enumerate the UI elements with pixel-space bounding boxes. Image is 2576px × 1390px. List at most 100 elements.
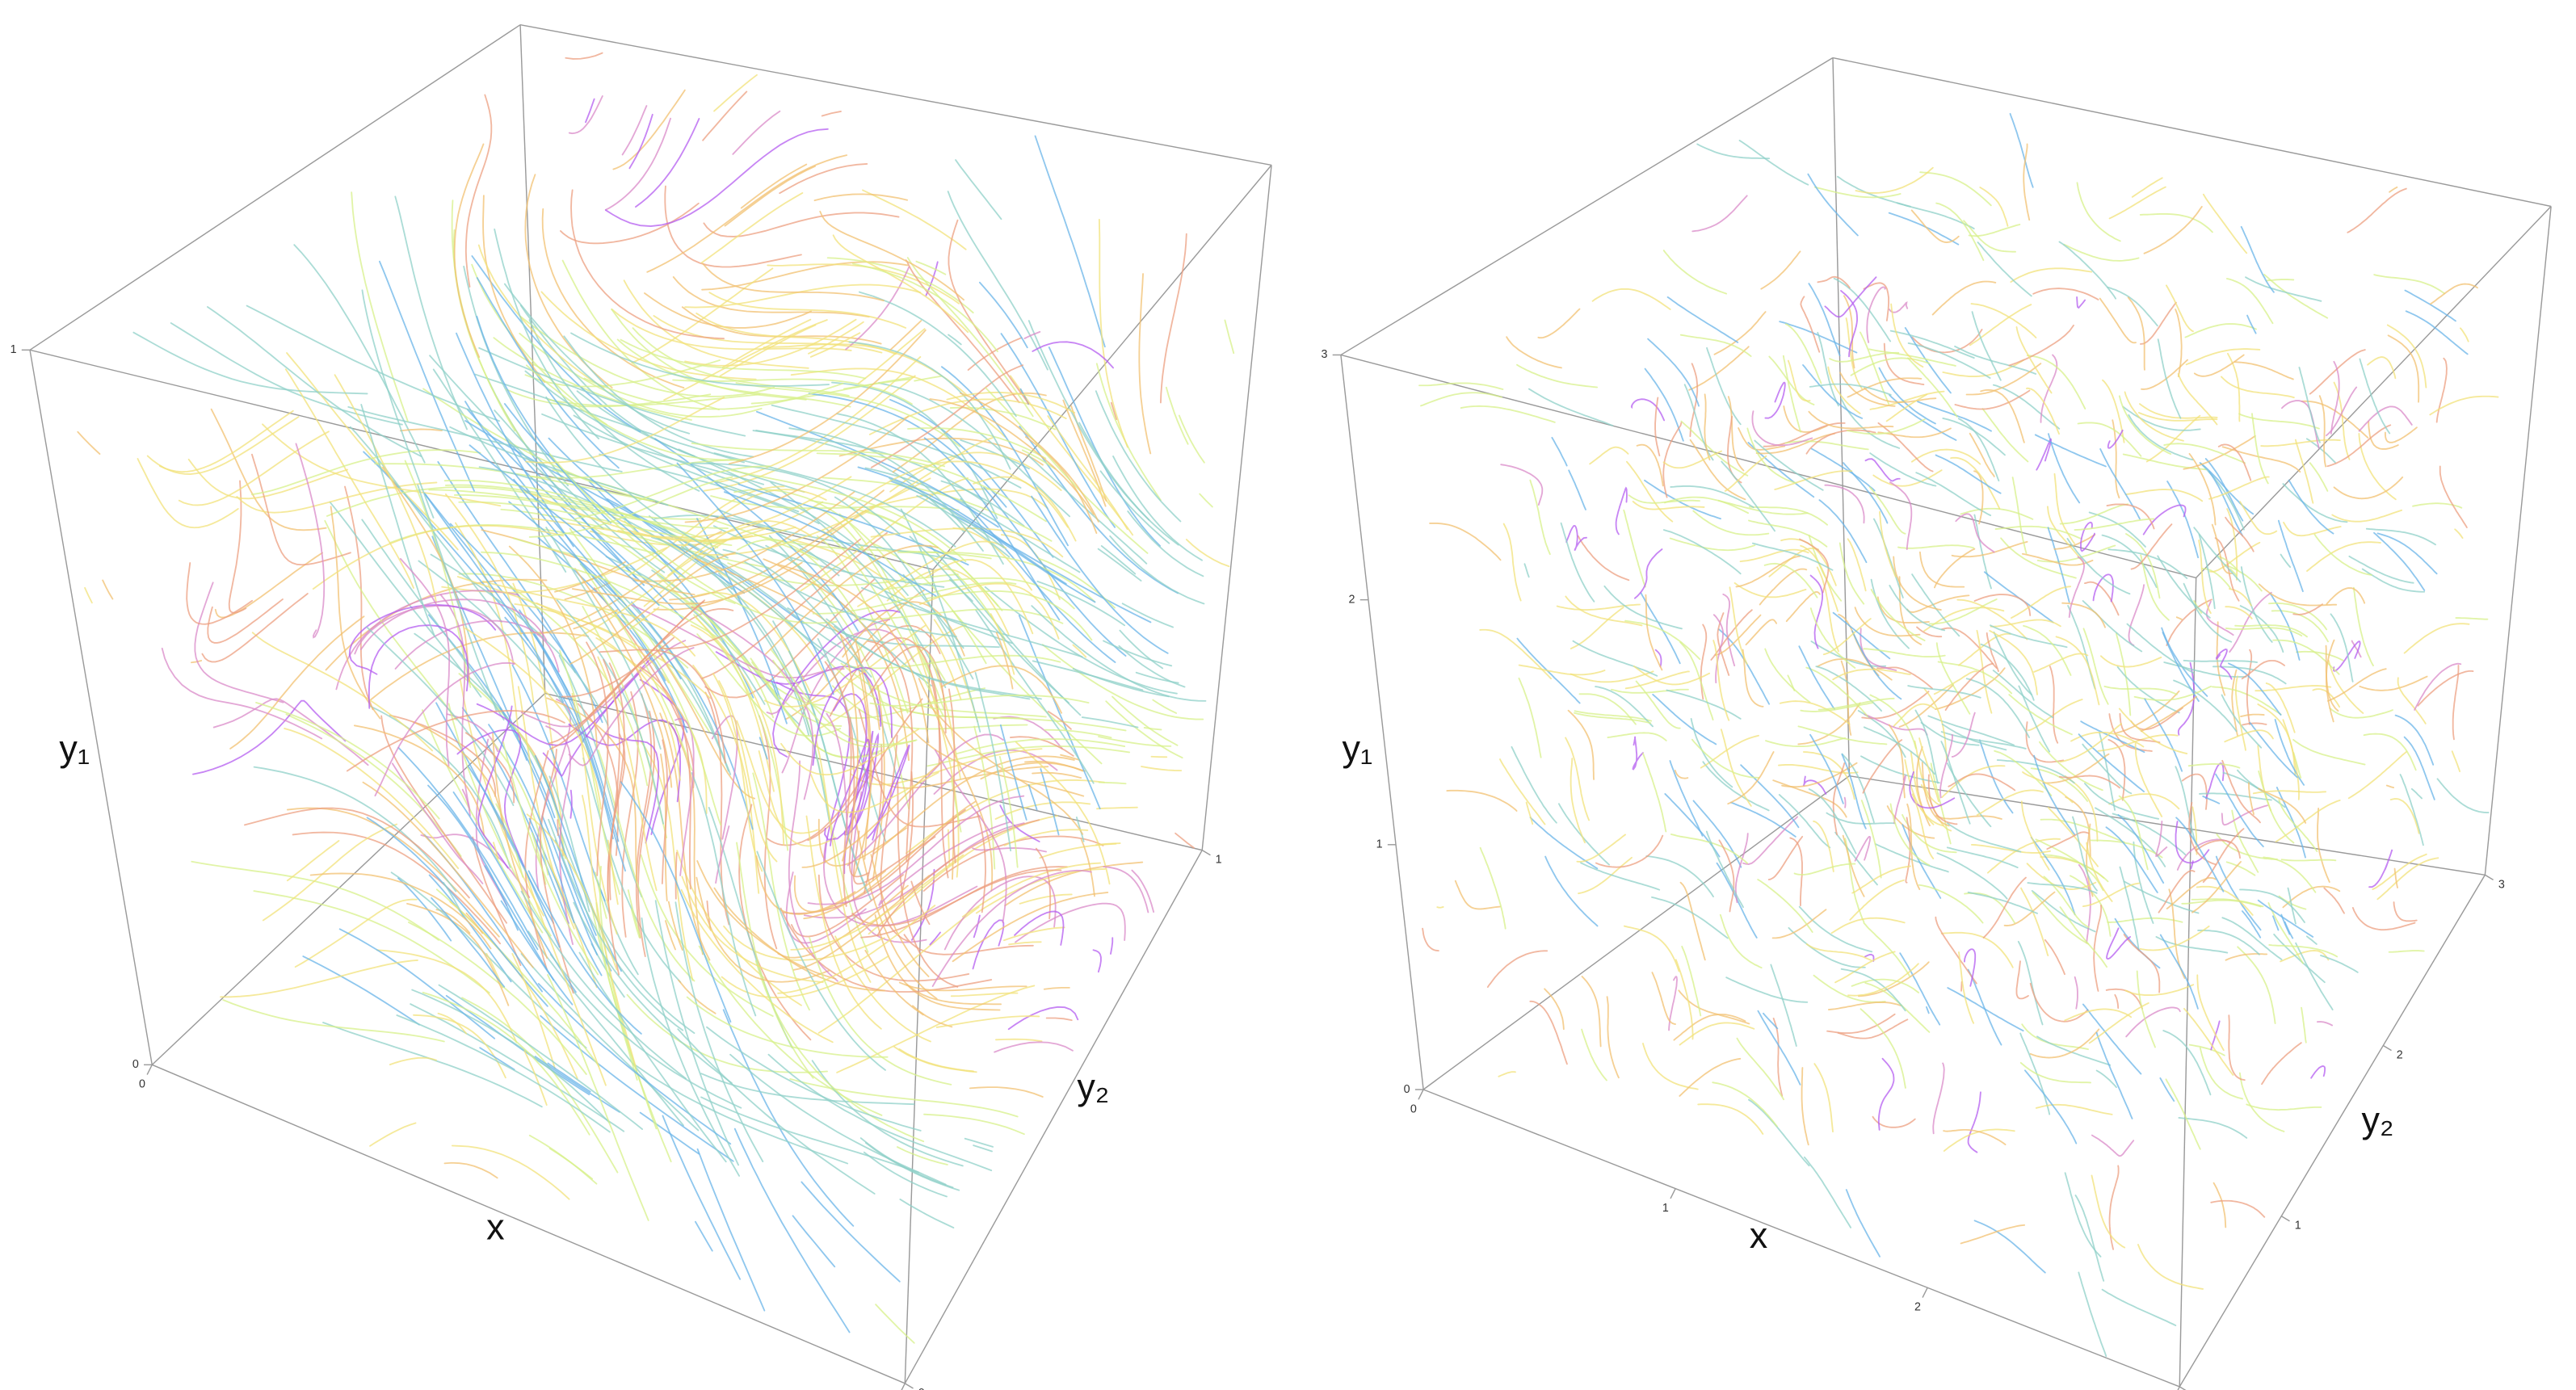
streamline xyxy=(824,661,852,907)
streamline xyxy=(1429,523,1502,561)
tick-mark xyxy=(2382,1044,2392,1052)
streamline xyxy=(928,655,961,780)
streamline xyxy=(534,1056,620,1113)
streamline xyxy=(1518,664,1606,676)
streamline xyxy=(1702,761,1770,812)
streamline xyxy=(1970,843,2051,854)
streamline xyxy=(597,656,658,892)
streamline xyxy=(1841,753,1875,824)
streamline xyxy=(1027,783,1038,811)
streamline xyxy=(444,484,721,544)
streamline xyxy=(1595,834,1664,868)
streamline xyxy=(360,404,435,637)
streamline xyxy=(1607,732,1667,741)
streamline xyxy=(2211,686,2282,716)
streamline xyxy=(788,427,984,552)
streamline xyxy=(632,327,850,397)
tick-mark xyxy=(1670,1188,1676,1199)
streamline xyxy=(201,593,309,663)
streamline xyxy=(251,632,434,752)
streamline xyxy=(975,609,1095,784)
streamline xyxy=(2095,807,2166,867)
streamline xyxy=(406,902,510,1006)
streamline xyxy=(948,219,1030,405)
streamline xyxy=(2076,182,2121,242)
tick-label: 2 xyxy=(2397,1049,2403,1062)
streamline xyxy=(1152,699,1178,714)
streamline xyxy=(1673,1014,1746,1041)
streamline xyxy=(1670,485,1754,509)
streamline xyxy=(1159,233,1187,404)
streamline xyxy=(2347,751,2407,800)
streamline xyxy=(1986,632,1999,672)
streamline xyxy=(735,382,961,447)
streamline xyxy=(2072,816,2098,892)
streamline xyxy=(854,608,1064,624)
streamline xyxy=(1015,741,1111,885)
tick-label: 0 xyxy=(918,1387,925,1390)
streamline xyxy=(253,890,490,994)
streamline xyxy=(777,905,936,994)
streamline xyxy=(443,1161,498,1179)
streamline xyxy=(1869,452,1937,487)
streamline xyxy=(542,657,652,777)
streamline xyxy=(1729,801,1796,838)
streamline xyxy=(558,654,643,898)
streamline xyxy=(2124,391,2184,442)
streamline xyxy=(1807,173,1859,237)
streamline xyxy=(959,392,1099,523)
streamline xyxy=(2191,861,2242,913)
streamline xyxy=(1928,598,1998,625)
streamline xyxy=(207,598,284,644)
streamline xyxy=(1705,830,1744,909)
streamline xyxy=(2221,376,2295,399)
streamline xyxy=(1965,363,2042,396)
streamline xyxy=(396,1014,611,1133)
streamline xyxy=(868,398,1067,435)
streamline xyxy=(476,315,611,524)
streamline xyxy=(492,733,548,960)
streamline xyxy=(2130,707,2183,731)
streamline xyxy=(2296,650,2344,661)
z-axis-label: y₂ xyxy=(1077,1066,1109,1107)
streamline xyxy=(1845,1189,1881,1258)
streamline xyxy=(1850,357,1931,376)
streamline xyxy=(998,756,1019,868)
streamline xyxy=(1719,913,1763,969)
streamline xyxy=(1625,460,1674,523)
streamline xyxy=(832,234,969,334)
streamline xyxy=(672,378,913,405)
streamline xyxy=(929,931,941,946)
streamline xyxy=(605,128,829,227)
streamline xyxy=(768,535,898,779)
streamline xyxy=(554,561,626,593)
streamline xyxy=(1015,902,1126,943)
streamline xyxy=(723,925,885,961)
streamline xyxy=(676,462,834,695)
streamline xyxy=(2046,506,2084,564)
streamline xyxy=(547,974,649,1221)
streamline xyxy=(630,909,641,939)
streamline xyxy=(1889,481,1913,550)
streamline xyxy=(716,355,922,484)
streamline xyxy=(2403,736,2435,800)
streamline xyxy=(464,628,602,810)
streamline xyxy=(620,780,732,1023)
streamline xyxy=(2234,624,2308,638)
streamline xyxy=(338,928,496,1039)
streamline xyxy=(866,744,910,841)
streamline xyxy=(2175,616,2183,620)
streamline xyxy=(1803,1156,1851,1228)
streamline xyxy=(607,662,625,902)
streamline xyxy=(526,813,618,971)
streamline xyxy=(1757,879,1813,933)
streamline xyxy=(2198,540,2212,615)
streamline xyxy=(1960,981,1963,992)
streamline xyxy=(1976,629,1993,714)
streamline xyxy=(1763,1012,1779,1030)
tick-mark xyxy=(1201,850,1211,856)
streamline xyxy=(712,673,763,872)
streamline xyxy=(876,819,1040,937)
streamline xyxy=(1679,641,1714,721)
streamline xyxy=(667,901,683,951)
